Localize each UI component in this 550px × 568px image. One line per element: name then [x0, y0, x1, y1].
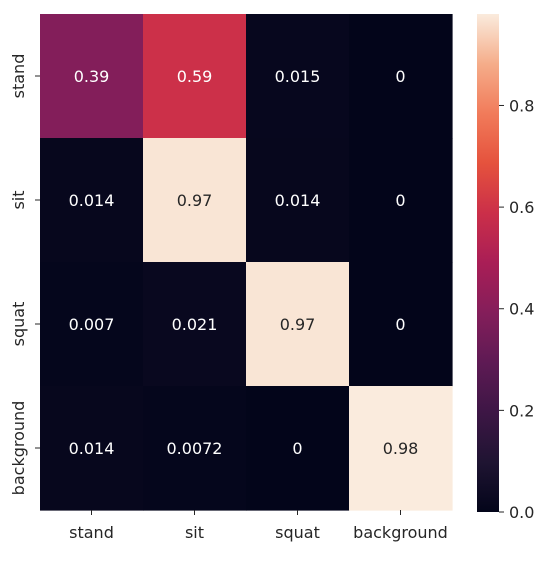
- y-tick-label-sit: sit: [9, 190, 28, 209]
- heatmap-cell-stand-stand: [40, 14, 144, 139]
- cell-value-label: 0.014: [69, 439, 115, 458]
- heatmap-cell-squat-sit: [143, 262, 247, 387]
- cell-value-label: 0.015: [275, 67, 321, 86]
- cell-value-label: 0.39: [74, 67, 110, 86]
- colorbar-tick-label: 0.0: [509, 503, 534, 522]
- cell-value-label: 0.007: [69, 315, 115, 334]
- colorbar-tick-label: 0.8: [509, 96, 534, 115]
- heatmap-cell-background-squat: [246, 386, 350, 511]
- colorbar-tick-label: 0.2: [509, 401, 534, 420]
- cell-value-label: 0.98: [383, 439, 419, 458]
- cell-value-label: 0.97: [177, 191, 213, 210]
- colorbar: [477, 14, 499, 512]
- heatmap-cell-squat-squat: [246, 262, 350, 387]
- y-axis-ticks: stand sit squat background: [9, 54, 40, 496]
- cell-value-label: 0: [395, 315, 405, 334]
- colorbar-tick-label: 0.4: [509, 300, 534, 319]
- cell-value-label: 0.59: [177, 67, 213, 86]
- cell-value-label: 0.014: [69, 191, 115, 210]
- colorbar-tick-label: 0.6: [509, 198, 534, 217]
- cell-value-label: 0.014: [275, 191, 321, 210]
- cell-value-label: 0: [395, 191, 405, 210]
- y-tick-label-squat: squat: [9, 302, 28, 347]
- x-tick-label-stand: stand: [69, 523, 114, 542]
- y-tick-label-stand: stand: [9, 54, 28, 99]
- heatmap-cell-background-background: [349, 386, 453, 511]
- cell-value-label: 0.97: [280, 315, 316, 334]
- y-tick-label-background: background: [9, 401, 28, 496]
- heatmap-cell-stand-sit: [143, 14, 247, 139]
- colorbar-gradient: [477, 14, 499, 512]
- x-tick-label-squat: squat: [275, 523, 320, 542]
- heatmap-cell-background-sit: [143, 386, 247, 511]
- heatmap-cell-squat-background: [349, 262, 453, 387]
- cell-value-label: 0.021: [172, 315, 218, 334]
- heatmap-cell-sit-sit: [143, 138, 247, 263]
- heatmap-cells: 0.39 0.59 0.015 0 0.014 0.97 0.014 0 0.007 0.021 0…: [40, 14, 453, 511]
- x-tick-label-sit: sit: [185, 523, 204, 542]
- heatmap-cell-sit-background: [349, 138, 453, 263]
- x-axis-ticks: stand sit squat background: [69, 510, 448, 542]
- x-tick-label-background: background: [353, 523, 448, 542]
- heatmap-cell-sit-squat: [246, 138, 350, 263]
- heatmap-cell-stand-background: [349, 14, 453, 139]
- cell-value-label: 0: [292, 439, 302, 458]
- heatmap-cell-sit-stand: [40, 138, 144, 263]
- heatmap-cell-squat-stand: [40, 262, 144, 387]
- cell-value-label: 0.0072: [167, 439, 223, 458]
- heatmap-cell-stand-squat: [246, 14, 350, 139]
- heatmap-cell-background-stand: [40, 386, 144, 511]
- colorbar-ticks: 0.0 0.2 0.4 0.6 0.8: [499, 96, 534, 522]
- cell-value-label: 0: [395, 67, 405, 86]
